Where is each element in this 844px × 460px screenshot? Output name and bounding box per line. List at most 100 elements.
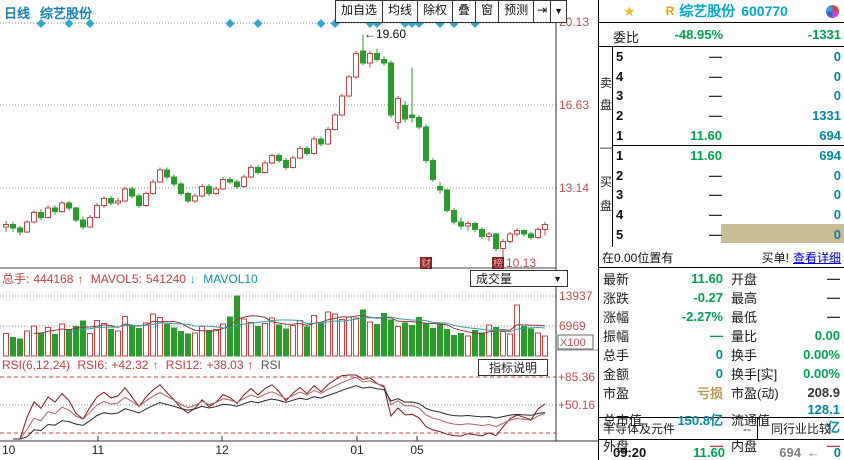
rsi6-label: RSI6: xyxy=(77,358,108,372)
volume-bar xyxy=(157,317,163,357)
toolbar-button[interactable]: 预测 xyxy=(498,0,535,23)
order-level: 2 xyxy=(616,167,624,183)
tick-time: 09:20 xyxy=(613,445,647,460)
candlestick xyxy=(332,114,338,130)
buy-order-row[interactable]: 4 — 0 xyxy=(613,205,844,225)
volume-bar xyxy=(423,322,429,357)
news-badge-icon[interactable] xyxy=(420,257,432,269)
event-marker-icon[interactable] xyxy=(316,19,326,28)
event-marker-icon[interactable] xyxy=(225,19,235,28)
toolbar-button[interactable]: 加自选 xyxy=(335,0,384,23)
volume-bar xyxy=(192,332,198,357)
candlestick xyxy=(318,138,324,145)
volume-bar xyxy=(542,335,548,357)
mavol5-label: MAVOL5: xyxy=(90,272,142,286)
candlestick xyxy=(465,222,471,227)
r-badge: R xyxy=(665,4,675,18)
stat-value: 0.00% xyxy=(803,366,840,381)
buy-order-row[interactable]: 3 — 0 xyxy=(613,185,844,205)
candlestick xyxy=(458,221,464,227)
toolbar-button[interactable]: 均线 xyxy=(382,0,419,23)
event-marker-icon[interactable] xyxy=(64,19,74,28)
tick-extra: 0 xyxy=(833,445,841,460)
stat-value: 150.8亿 xyxy=(677,412,723,428)
order-volume: 0 xyxy=(833,207,841,223)
volume-bar xyxy=(73,325,79,357)
volume-type-selector[interactable]: 成交量 ▼ xyxy=(470,270,568,287)
chart-label: 13.14 xyxy=(559,181,589,195)
down-arrow-icon: ↓ xyxy=(189,272,196,286)
stat-label: 流通值 xyxy=(731,412,771,428)
toolbar-button[interactable]: 叠 xyxy=(452,0,477,23)
order-volume: 0 xyxy=(833,226,841,242)
toolbar-button[interactable]: 窗 xyxy=(475,0,500,23)
candlestick xyxy=(59,202,65,213)
buy-order-row[interactable]: 5 — 0 xyxy=(613,224,844,244)
sell-order-row[interactable]: 1 11.60 694 xyxy=(613,125,844,145)
order-note: 买单! xyxy=(761,250,789,265)
view-detail-link[interactable]: 查看详细 xyxy=(792,250,841,265)
event-marker-icon[interactable] xyxy=(36,19,46,28)
chart-canvas[interactable]: 10 11 12 01 0520.1316.6313.14139376969X100+8… xyxy=(0,0,598,460)
event-marker-icon[interactable] xyxy=(85,19,95,28)
candlestick xyxy=(507,233,513,242)
sell-order-row[interactable]: 4 — 0 xyxy=(613,67,844,87)
candlestick xyxy=(143,193,149,207)
candlestick xyxy=(311,138,317,154)
favorite-star-icon[interactable]: ★ xyxy=(623,2,636,19)
jump-to-latest-icon[interactable]: ⇥ xyxy=(533,0,552,23)
orderbook-separator xyxy=(613,144,844,146)
pie-chart-icon[interactable] xyxy=(826,4,839,18)
stat-value: — xyxy=(710,328,723,343)
order-level: 3 xyxy=(616,88,624,104)
up-arrow-icon: ↑ xyxy=(152,358,159,372)
stat-value: — xyxy=(827,309,840,324)
chart-label: 05 xyxy=(410,443,424,457)
quote-panel: ★ R 综艺股份 600770 委比 -48.95% -1331 卖盘 — 买盘 5… xyxy=(598,0,844,460)
candlestick xyxy=(283,159,289,169)
candlestick xyxy=(115,200,121,204)
candlestick xyxy=(10,224,16,229)
peer-compare-link[interactable]: 同行业比较 xyxy=(770,422,831,436)
buy-order-row[interactable]: 1 11.60 694 xyxy=(613,146,844,166)
volume-bar xyxy=(59,323,65,357)
candlestick xyxy=(367,52,373,64)
event-marker-icon[interactable] xyxy=(253,19,263,28)
tick-price: 11.60 xyxy=(693,445,725,460)
sell-order-row[interactable]: 5 — 0 xyxy=(613,47,844,67)
news-badge-icon[interactable] xyxy=(492,257,504,269)
volume-bar xyxy=(451,334,457,357)
side-strip-char: 卖 xyxy=(600,76,613,90)
industry-name: 半导体及元件 xyxy=(603,422,676,436)
toolbar-button[interactable]: 除权 xyxy=(417,0,454,23)
candlestick xyxy=(353,52,359,78)
buy-order-row[interactable]: 2 — 0 xyxy=(613,166,844,186)
order-price: 11.60 xyxy=(690,127,722,143)
toolbar-dropdown-button[interactable]: ▼ xyxy=(550,0,568,23)
side-strip-char: 盘 xyxy=(600,199,613,213)
volume-bar xyxy=(248,321,254,357)
volume-bar xyxy=(87,333,93,357)
chart-title: 日线 综艺股份 xyxy=(4,3,102,22)
sell-order-row[interactable]: 3 — 0 xyxy=(613,86,844,106)
volume-bar xyxy=(486,324,492,357)
candlestick xyxy=(52,207,58,213)
stat-value: -2.27% xyxy=(681,309,723,324)
indicator-line xyxy=(68,316,546,333)
stat-value: 亏损 xyxy=(696,386,723,401)
indicator-help-button[interactable]: 指标说明 xyxy=(478,359,548,376)
volume-bar xyxy=(199,326,205,357)
candlestick xyxy=(220,178,226,190)
chart-label: 10 xyxy=(2,443,16,457)
volume-bar xyxy=(178,330,184,357)
candlestick xyxy=(199,186,205,197)
order-level: 4 xyxy=(616,68,624,84)
volume-bar xyxy=(10,336,16,357)
sell-order-row[interactable]: 2 — 1331 xyxy=(613,106,844,126)
volume-bar xyxy=(171,327,177,357)
quote-stock-code: 600770 xyxy=(741,3,788,19)
stat-label: 最新 xyxy=(603,272,630,287)
stat-row: 外盘 — 内盘 — xyxy=(599,436,841,455)
volume-bar xyxy=(136,327,142,357)
candlestick xyxy=(472,222,478,230)
